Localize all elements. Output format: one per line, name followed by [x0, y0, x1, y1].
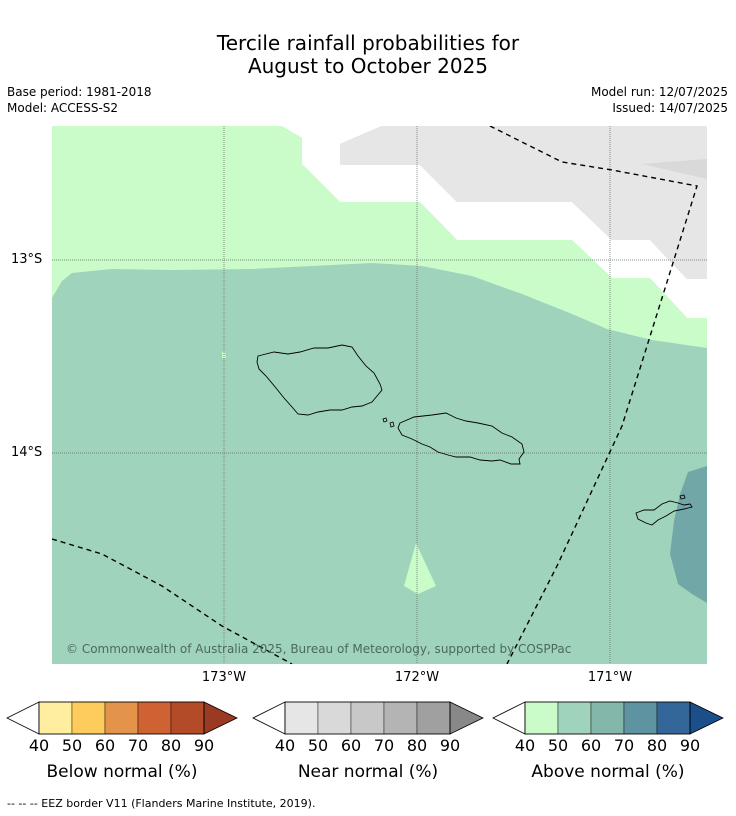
colorbar-tick-label: 90: [679, 736, 701, 755]
apolima-island: [389, 421, 395, 428]
lon-label-171w: 171°W: [587, 670, 633, 685]
lat-label-14s: 14°S: [11, 445, 43, 460]
colorbar-segment: [557, 701, 592, 735]
upolu-island: [397, 412, 525, 465]
lon-label-172w: 172°W: [394, 670, 440, 685]
copyright-text: © Commonwealth of Australia 2025, Bureau…: [66, 642, 572, 656]
colorbar-tick-label: 90: [439, 736, 461, 755]
graticule: [52, 126, 707, 664]
aunuu-island: [679, 494, 686, 500]
manono-island: [382, 417, 388, 423]
colorbar-tick-label: 80: [406, 736, 428, 755]
region-above-40-50-patch: [404, 543, 436, 594]
colorbar-tick-label: 70: [373, 736, 395, 755]
colorbar-title-near: Near normal (%): [297, 762, 439, 782]
colorbar-segment: [38, 701, 73, 735]
colorbar-tick-label: 70: [127, 736, 149, 755]
colorbar-segment: [317, 701, 352, 735]
savaii-island: [256, 344, 383, 416]
colorbar-tick-label: 50: [61, 736, 83, 755]
colorbar-high-arrow: [689, 701, 724, 735]
lon-label-173w: 173°W: [201, 670, 247, 685]
tutuila-island: [635, 500, 693, 526]
colorbar-above-normal: [492, 701, 724, 735]
colorbar-outline: [38, 701, 205, 735]
colorbar-tick-label: 40: [514, 736, 536, 755]
colorbar-below-normal: [6, 701, 238, 735]
colorbar-segment: [170, 701, 205, 735]
region-no-dominant: [282, 126, 707, 318]
colorbar-low-arrow: [6, 701, 40, 735]
colorbar-segment: [416, 701, 451, 735]
colorbar-segment: [104, 701, 139, 735]
region-near-50-60: [642, 159, 707, 179]
colorbar-segment: [383, 701, 418, 735]
colorbar-tick-label: 50: [307, 736, 329, 755]
colorbar-segment: [623, 701, 658, 735]
region-above-60-70: [670, 466, 707, 603]
region-above-40-50: [52, 126, 707, 348]
colorbar-tick-label: 80: [646, 736, 668, 755]
model-run-text: Model run: 12/07/2025: [590, 85, 728, 99]
colorbar-title-above: Above normal (%): [531, 762, 685, 782]
colorbar-segment: [350, 701, 385, 735]
colorbar-low-arrow: [492, 701, 526, 735]
colorbar-tick-label: 60: [340, 736, 362, 755]
title-line-1: Tercile rainfall probabilities for: [216, 31, 520, 55]
colorbar-segment: [656, 701, 691, 735]
colorbar-high-arrow: [449, 701, 484, 735]
colorbar-segment: [590, 701, 625, 735]
eez-footnote: -- -- -- EEZ border V11 (Flanders Marine…: [7, 797, 316, 810]
colorbar-segment: [71, 701, 106, 735]
model-text: Model: ACCESS-S2: [7, 101, 119, 115]
region-near-40-50: [340, 126, 707, 279]
colorbar-segment: [137, 701, 172, 735]
colorbar-high-arrow: [203, 701, 238, 735]
lat-label-13s: 13°S: [11, 252, 43, 267]
issued-text: Issued: 14/07/2025: [612, 101, 728, 115]
colorbar-segment: [524, 701, 559, 735]
colorbar-tick-label: 50: [547, 736, 569, 755]
colorbar-outline: [284, 701, 451, 735]
title-line-2: August to October 2025: [247, 54, 489, 78]
eez-border: [52, 126, 698, 664]
colorbar-tick-label: 60: [94, 736, 116, 755]
colorbar-tick-label: 90: [193, 736, 215, 755]
colorbar-tick-label: 70: [613, 736, 635, 755]
colorbar-segment: [284, 701, 319, 735]
rainfall-map: [52, 126, 707, 664]
colorbar-outline: [524, 701, 691, 735]
colorbar-tick-label: 40: [28, 736, 50, 755]
colorbar-tick-label: 60: [580, 736, 602, 755]
colorbar-tick-label: 80: [160, 736, 182, 755]
colorbar-title-below: Below normal (%): [46, 762, 198, 782]
base-period-text: Base period: 1981-2018: [7, 85, 152, 99]
colorbar-low-arrow: [252, 701, 286, 735]
colorbar-near-normal: [252, 701, 484, 735]
colorbar-tick-label: 40: [274, 736, 296, 755]
